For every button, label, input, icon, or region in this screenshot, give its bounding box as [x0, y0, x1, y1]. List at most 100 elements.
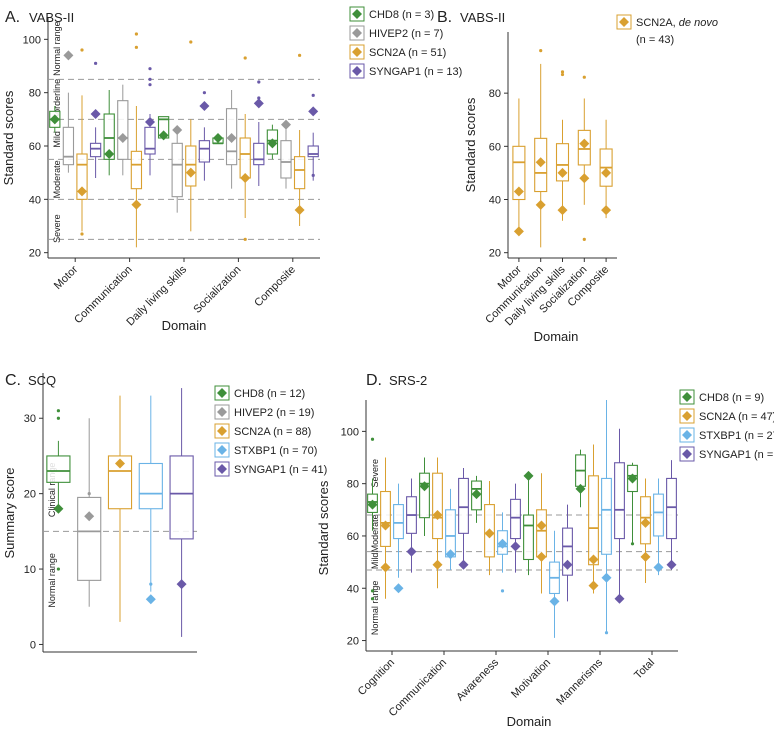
- x-tick-label: Socialization: [191, 264, 243, 316]
- box-hivep2: [62, 50, 75, 173]
- outlier-point: [94, 61, 98, 65]
- outlier-point: [257, 96, 261, 100]
- outlier-point: [148, 77, 152, 81]
- y-tick-label: 60: [347, 531, 359, 543]
- mean-diamond: [367, 499, 378, 510]
- mean-diamond: [536, 551, 547, 562]
- mean-diamond: [117, 133, 128, 143]
- box-iqr: [89, 142, 102, 158]
- box-scn2a: [555, 70, 570, 221]
- box-iqr: [380, 490, 391, 547]
- box-chd8: [471, 475, 482, 523]
- mean-diamond: [557, 167, 568, 178]
- outlier-point: [311, 173, 315, 177]
- box-iqr: [239, 137, 251, 179]
- mean-diamond: [497, 538, 508, 549]
- range-label: Mild: [52, 131, 62, 148]
- y-axis-title: Summary score: [2, 467, 17, 558]
- box-scn2a: [130, 32, 143, 248]
- x-tick-label: Awareness: [454, 656, 501, 703]
- box-iqr: [253, 142, 265, 166]
- box-scn2a: [380, 457, 391, 599]
- y-tick-label: 20: [24, 489, 36, 501]
- box-scn2a: [588, 444, 599, 594]
- outlier-point: [243, 56, 247, 60]
- box-iqr: [601, 477, 612, 555]
- box-scn2a: [599, 119, 613, 219]
- legend-diamond: [352, 28, 362, 38]
- mean-diamond: [601, 572, 612, 583]
- outlier-point: [202, 91, 206, 95]
- legend-diamond: [352, 9, 362, 19]
- panel-c: C. SCQ 0 10 20 30 Clinical range Normal range Su…: [2, 372, 327, 653]
- mean-diamond: [172, 125, 183, 135]
- outlier-point: [560, 72, 565, 77]
- outlier-point: [604, 631, 609, 635]
- mean-diamond: [471, 489, 482, 500]
- mean-diamond: [406, 546, 417, 557]
- mean-diamond: [614, 593, 625, 604]
- box-syngap1: [198, 91, 211, 181]
- y-tick-label: 10: [24, 564, 36, 576]
- y-axis-title: Standard scores: [1, 90, 16, 185]
- y-tick-label: 60: [29, 141, 41, 153]
- box-stxbp1: [445, 488, 456, 570]
- legend: CHD8 (n = 12) HIVEP2 (n = 19) SCN2A (n = 8…: [214, 385, 327, 477]
- range-label: Moderate: [52, 160, 62, 198]
- box-iqr: [77, 496, 102, 581]
- legend-label: HIVEP2 (n = 19): [234, 407, 314, 419]
- box-syngap1: [666, 460, 677, 570]
- mean-diamond: [419, 481, 430, 492]
- range-label: Normal range: [370, 581, 380, 636]
- box-syngap1: [510, 483, 521, 573]
- legend-label: SYNGAP1 (n = 13): [369, 66, 462, 78]
- box-chd8: [46, 409, 71, 571]
- legend-label: SCN2A (n = 88): [234, 426, 311, 438]
- box-scn2a: [239, 56, 251, 241]
- mean-diamond: [253, 98, 264, 109]
- box-chd8: [523, 470, 534, 576]
- box-syngap1: [144, 67, 156, 176]
- box-syngap1: [406, 478, 417, 573]
- box-chd8: [367, 437, 378, 601]
- box-iqr: [536, 509, 547, 558]
- mean-diamond: [653, 562, 664, 573]
- outlier-point: [134, 32, 138, 36]
- box-scn2a: [185, 40, 197, 232]
- box-iqr: [653, 493, 664, 537]
- box-scn2a: [577, 75, 591, 241]
- legend-label: CHD8 (n = 3): [369, 9, 434, 21]
- legend-diamond: [217, 407, 227, 417]
- box-scn2a: [293, 53, 306, 226]
- legend-diamond: [217, 426, 227, 436]
- outlier-point: [582, 75, 586, 79]
- legend-diamond: [682, 411, 692, 421]
- panel-title: SRS-2: [389, 373, 427, 388]
- box-scn2a: [484, 481, 495, 576]
- range-label: Normal range: [52, 21, 62, 76]
- box-iqr: [185, 145, 197, 187]
- x-axis-title: Domain: [534, 329, 579, 344]
- mean-diamond: [185, 167, 196, 178]
- box-hivep2: [225, 90, 238, 189]
- legend-diamond: [217, 464, 227, 474]
- legend: CHD8 (n = 9) SCN2A (n = 47) STXBP1 (n = 27…: [679, 389, 774, 462]
- x-tick-label: Total: [632, 657, 657, 682]
- box-iqr: [393, 504, 404, 540]
- box-hivep2: [77, 418, 102, 607]
- mean-diamond: [145, 594, 156, 605]
- mean-diamond: [535, 157, 546, 168]
- mean-diamond: [549, 596, 560, 607]
- x-tick-label: Motor: [52, 263, 81, 292]
- mean-diamond: [432, 559, 443, 570]
- outlier-point: [243, 237, 247, 241]
- panel-label: B.: [437, 9, 452, 26]
- mean-diamond: [588, 580, 599, 591]
- legend-label: HIVEP2 (n = 7): [369, 28, 443, 40]
- box-syngap1: [169, 388, 194, 637]
- mean-diamond: [104, 149, 115, 159]
- mean-diamond: [294, 205, 305, 215]
- mean-diamond-secondary: [513, 226, 524, 237]
